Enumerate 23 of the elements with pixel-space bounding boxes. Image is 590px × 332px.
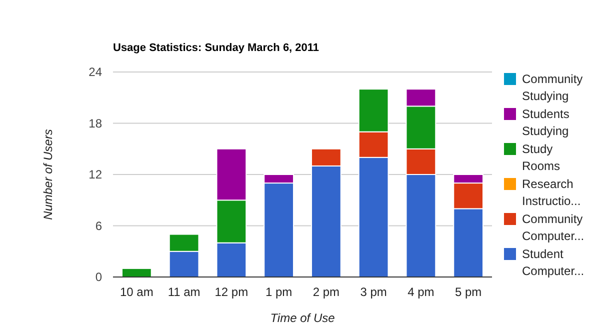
y-tick-label: 6: [95, 218, 102, 233]
x-tick-label: 2 pm: [312, 285, 340, 299]
x-tick-label: 10 am: [120, 285, 154, 299]
legend-label: Students Studying: [522, 107, 570, 138]
y-tick-label: 18: [88, 116, 102, 130]
x-tick-label: 1 pm: [265, 285, 292, 299]
y-axis-title: Number of Users: [41, 129, 55, 220]
y-tick-label: 0: [95, 270, 102, 284]
x-tick-label: 3 pm: [360, 285, 387, 299]
legend-label: Community Studying: [522, 72, 583, 103]
legend-label: Student Computer...: [522, 247, 584, 278]
legend-label: Research Instructio...: [522, 177, 581, 208]
chart-title: Usage Statistics: Sunday March 6, 2011: [113, 42, 320, 54]
bar: [122, 268, 152, 278]
x-tick-label: 11 am: [168, 285, 200, 299]
legend-label: Community Computer...: [522, 212, 584, 243]
y-tick-label: 24: [88, 65, 102, 79]
x-axis-title: Time of Use: [270, 311, 336, 325]
legend-label: Study Rooms: [522, 142, 560, 173]
x-tick-label: 4 pm: [408, 285, 434, 299]
x-tick-label: 5 pm: [454, 285, 482, 299]
y-tick-label: 12: [88, 168, 102, 182]
x-tick-label: 12 pm: [214, 285, 248, 299]
